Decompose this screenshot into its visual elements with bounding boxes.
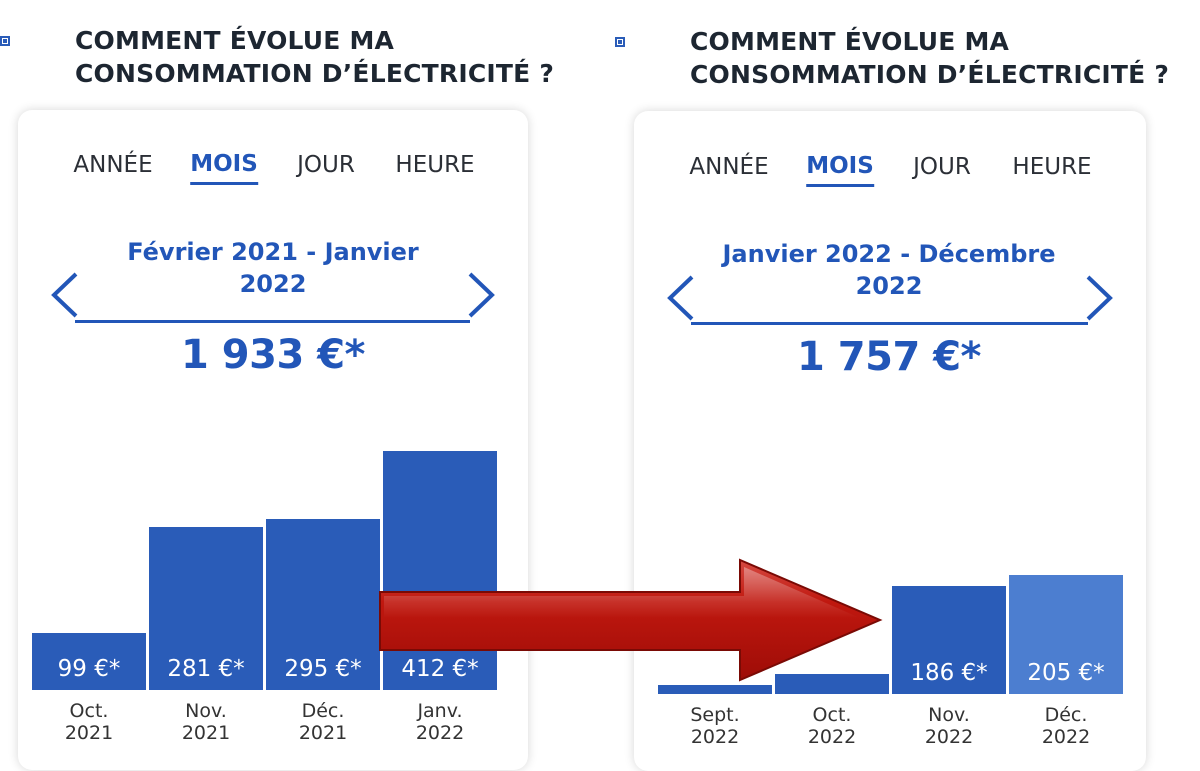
period-label: Février 2021 - Janvier 2022: [127, 238, 419, 298]
period-underline: [691, 322, 1088, 325]
total-amount: 1 933 €*: [181, 332, 365, 378]
tab-annee[interactable]: ANNÉE: [73, 152, 153, 178]
bar-nov[interactable]: [892, 586, 1006, 694]
bar-value-label: 205 €*: [1027, 660, 1105, 686]
chevron-right-icon[interactable]: [464, 270, 498, 320]
month-label: Janv. 2022: [415, 700, 465, 744]
bar-sept[interactable]: [658, 684, 772, 694]
tab-jour[interactable]: JOUR: [297, 152, 355, 178]
total-amount: 1 757 €*: [797, 334, 981, 380]
bar-déc[interactable]: [266, 518, 380, 690]
bar-value-label: 186 €*: [910, 660, 988, 686]
tab-mois[interactable]: MOIS: [190, 151, 258, 185]
period-underline: [75, 320, 470, 323]
bar-oct[interactable]: [32, 632, 146, 690]
bar-value-label: 295 €*: [284, 656, 362, 682]
chevron-left-icon[interactable]: [48, 270, 82, 320]
month-label: Oct. 2022: [807, 704, 857, 748]
tab-heure[interactable]: HEURE: [395, 152, 475, 178]
heading-bullet: [615, 37, 625, 47]
month-label: Nov. 2022: [924, 704, 974, 748]
month-label: Déc. 2022: [1041, 704, 1091, 748]
period-label: Janvier 2022 - Décembre 2022: [722, 240, 1056, 300]
tab-heure[interactable]: HEURE: [1012, 154, 1092, 180]
tab-mois[interactable]: MOIS: [806, 153, 874, 187]
section-heading: COMMENT ÉVOLUE MA CONSOMMATION D’ÉLECTRI…: [690, 27, 1170, 89]
bar-oct[interactable]: [775, 674, 889, 694]
tab-annee[interactable]: ANNÉE: [689, 154, 769, 180]
consumption-card: ANNÉE MOIS JOUR HEURE Janvier 2022 - Déc…: [634, 111, 1146, 771]
bar-value-label: 281 €*: [167, 656, 245, 682]
bar-nov[interactable]: [149, 527, 263, 690]
heading-bullet: [0, 36, 10, 46]
bar-value-label: 99 €*: [57, 656, 121, 682]
chevron-right-icon[interactable]: [1082, 273, 1116, 323]
bar-value-label: 412 €*: [401, 656, 479, 682]
chevron-left-icon[interactable]: [664, 273, 698, 323]
consumption-card: ANNÉE MOIS JOUR HEURE Février 2021 - Jan…: [18, 110, 528, 770]
section-heading: COMMENT ÉVOLUE MA CONSOMMATION D’ÉLECTRI…: [75, 26, 555, 88]
tab-jour[interactable]: JOUR: [913, 154, 971, 180]
bar-déc[interactable]: [1009, 575, 1123, 694]
month-label: Oct. 2021: [64, 700, 114, 744]
red-arrow-icon: [379, 558, 883, 682]
month-label: Déc. 2021: [298, 700, 348, 744]
month-label: Nov. 2021: [181, 700, 231, 744]
month-label: Sept. 2022: [690, 704, 740, 748]
